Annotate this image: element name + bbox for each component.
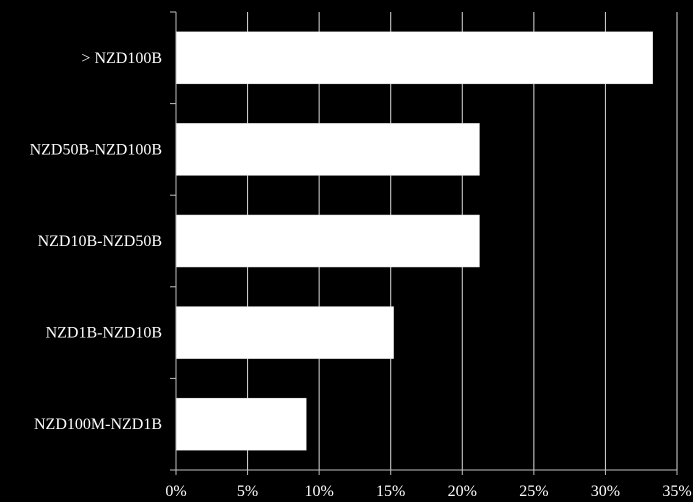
category-label: NZD100M-NZD1B [34, 416, 162, 433]
labels: > NZD100B NZD50B-NZD100B NZD10B-NZD50B NZD1… [30, 50, 692, 500]
bar-2 [175, 214, 480, 268]
x-tick-label: 10% [304, 483, 333, 500]
category-label: > NZD100B [81, 50, 162, 67]
bars [175, 31, 653, 451]
category-label: NZD50B-NZD100B [30, 141, 162, 158]
category-label: NZD1B-NZD10B [46, 325, 162, 342]
category-label: NZD10B-NZD50B [38, 233, 162, 250]
x-tick-label: 0% [165, 483, 186, 500]
bar-0 [175, 31, 653, 85]
bar-3 [175, 306, 394, 359]
x-tick-label: 20% [448, 483, 477, 500]
x-tick-label: 15% [376, 483, 405, 500]
x-tick-label: 30% [591, 483, 620, 500]
x-tick-label: 35% [662, 483, 691, 500]
bar-1 [175, 123, 480, 176]
axes [170, 11, 678, 475]
bar-4 [175, 397, 307, 451]
x-tick-label: 25% [519, 483, 548, 500]
x-tick-label: 5% [237, 483, 258, 500]
